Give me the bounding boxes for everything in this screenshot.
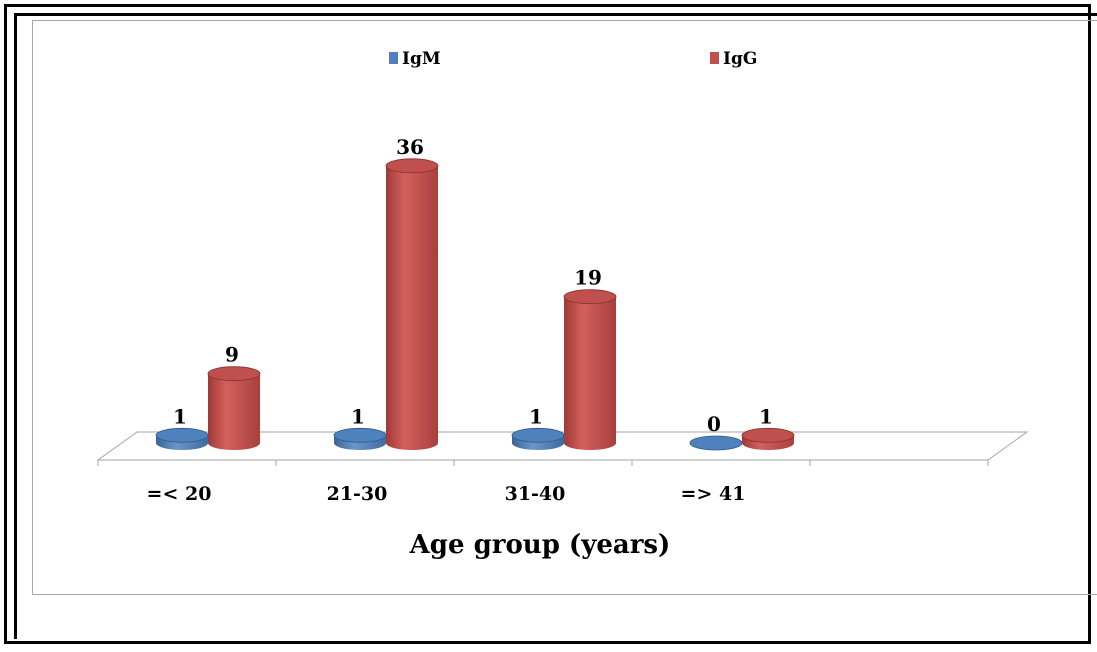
bar-top-cap <box>741 427 795 443</box>
data-label-igg: 19 <box>574 266 602 290</box>
data-label-igg: 36 <box>396 135 424 159</box>
bar-top-cap <box>511 427 565 443</box>
category-label: => 41 <box>681 483 746 505</box>
bar-body <box>564 296 616 450</box>
bars-group <box>155 158 795 451</box>
bar-top-cap <box>333 427 387 443</box>
bar-top-cap <box>689 435 743 451</box>
bar-igm <box>333 427 387 450</box>
chart-area <box>32 20 1097 595</box>
data-label-igg: 1 <box>759 404 773 428</box>
legend-swatch-igm <box>389 52 398 64</box>
data-label-igm: 1 <box>173 404 187 428</box>
bar-top-cap <box>207 366 261 382</box>
category-labels: =< 20 21-30 31-40 => 41 <box>147 483 746 505</box>
legend-label-igm: IgM <box>402 49 441 69</box>
bar-top-cap <box>155 427 209 443</box>
bar-igm <box>511 427 565 450</box>
x-axis-title: Age group (years) <box>409 530 671 560</box>
category-label: 21-30 <box>327 483 388 505</box>
legend-label-igg: IgG <box>723 49 757 69</box>
data-label-igm: 0 <box>707 412 721 436</box>
data-label-igg: 9 <box>225 343 239 367</box>
bar-top-cap <box>385 158 439 174</box>
bar-body <box>386 165 438 451</box>
inner-frame <box>14 13 1097 639</box>
bar-body <box>208 373 260 450</box>
bar-igm <box>155 427 209 450</box>
bar-igg <box>207 366 261 450</box>
bar-igm <box>689 435 743 451</box>
bar-top-cap <box>563 289 617 305</box>
floor-plane <box>96 431 1029 461</box>
data-label-igm: 1 <box>529 404 543 428</box>
x-axis-ticks <box>97 460 989 466</box>
bar-igg <box>563 289 617 450</box>
category-label: 31-40 <box>505 483 566 505</box>
bar-igg <box>385 158 439 451</box>
outer-frame <box>4 4 1091 644</box>
legend-swatch-igg <box>710 52 719 64</box>
category-label: =< 20 <box>147 483 212 505</box>
legend: IgM IgG <box>389 49 757 69</box>
bar-igg <box>741 427 795 450</box>
data-label-igm: 1 <box>351 404 365 428</box>
